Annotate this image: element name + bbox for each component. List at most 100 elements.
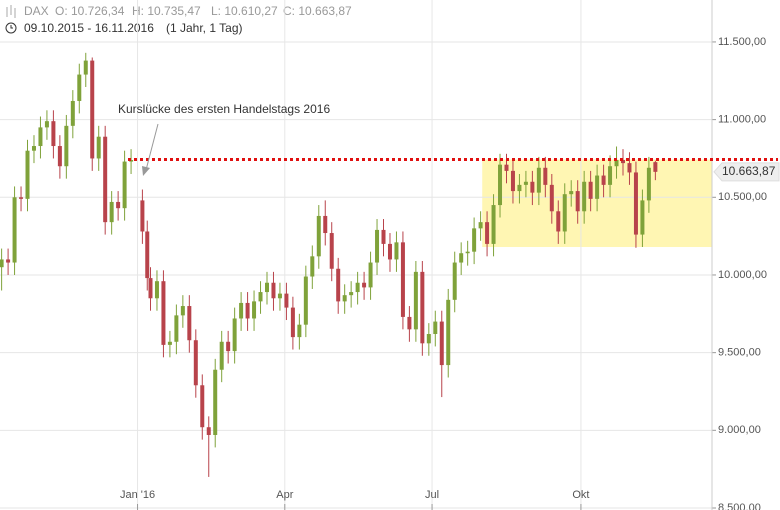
candle-body — [608, 166, 613, 185]
candle-body — [245, 302, 250, 319]
candle-body — [6, 259, 11, 263]
candle-body — [627, 163, 632, 173]
candle-body — [342, 295, 347, 302]
candle-body — [355, 282, 360, 293]
candle-body — [140, 200, 145, 232]
candle-body — [459, 253, 464, 263]
candle-body — [103, 136, 108, 223]
candle-body — [145, 231, 150, 279]
candle-body — [530, 181, 535, 193]
candle-body — [219, 341, 224, 370]
symbol: DAX — [24, 4, 49, 18]
clock-icon — [5, 22, 17, 34]
candle-body — [569, 191, 574, 195]
candle-body — [575, 191, 580, 212]
candle-body — [375, 229, 380, 263]
candle-body — [523, 181, 528, 185]
candle-body — [517, 184, 522, 192]
y-tick-label: 9.000,00 — [718, 424, 761, 436]
candle-body — [70, 100, 75, 126]
y-tick-label: 10.000,00 — [718, 269, 767, 281]
candle-body — [200, 385, 205, 428]
candle-body — [83, 60, 88, 75]
candle-body — [498, 164, 503, 206]
candle-body — [0, 259, 4, 268]
candle-body — [271, 282, 276, 299]
annotation: Kurslücke des ersten Handelstags 2016 — [118, 102, 330, 116]
candle-body — [148, 278, 153, 299]
plot — [0, 0, 712, 509]
candle-body — [213, 369, 218, 435]
candle-body — [543, 167, 548, 185]
y-tick-label: 9.500,00 — [718, 347, 761, 359]
candle-body — [57, 146, 62, 167]
x-tick-label: Jul — [425, 489, 439, 501]
candle-body — [297, 324, 302, 338]
candle-body — [265, 282, 269, 293]
candle-body — [614, 160, 619, 167]
candle-body — [226, 341, 231, 352]
candle-body — [284, 293, 289, 308]
candle-body — [19, 197, 24, 199]
candle-body — [407, 316, 412, 330]
candle-body — [582, 181, 587, 212]
annotation-arrow — [145, 123, 159, 171]
high-text: H: 10.735,47 — [132, 4, 201, 18]
candle-body — [504, 164, 509, 171]
candle-body — [290, 307, 295, 338]
candle-body — [154, 281, 159, 299]
candle-body — [510, 170, 515, 192]
candle-body — [180, 306, 185, 316]
candle-body — [362, 282, 367, 288]
candle-body — [12, 197, 17, 263]
candle-body — [646, 167, 651, 201]
candle-body — [381, 229, 386, 244]
candle-body — [465, 251, 470, 254]
last-price-label: 10.663,87 — [722, 164, 776, 178]
last-price-box — [713, 162, 780, 182]
candle-body — [413, 271, 418, 330]
candle-body — [90, 60, 95, 159]
candle-body — [51, 121, 56, 147]
span: (1 Jahr, 1 Tag) — [166, 21, 243, 35]
candle-body — [116, 201, 121, 209]
open-text: O: 10.726,34 — [55, 4, 125, 18]
candle-body — [239, 302, 244, 319]
candle-body — [426, 334, 431, 344]
candle-body — [44, 121, 49, 128]
candle-body — [601, 175, 606, 185]
x-tick-label: Apr — [276, 489, 293, 501]
candle-body — [485, 222, 490, 244]
candle-body — [387, 243, 392, 260]
candle-body — [174, 315, 179, 342]
candle-body — [96, 136, 101, 159]
candle-body — [316, 215, 321, 257]
candle-body — [329, 233, 334, 269]
candle-body — [556, 211, 561, 232]
candle-body — [129, 160, 134, 162]
candle-body — [122, 161, 127, 209]
header-icon — [6, 5, 16, 18]
candle-body — [549, 184, 554, 212]
candle-body — [621, 160, 625, 164]
candle-body — [64, 125, 69, 167]
candle-body — [232, 318, 237, 352]
candle-body — [562, 194, 567, 232]
candle-body — [478, 222, 483, 229]
candle-body — [588, 181, 593, 199]
candle-body — [25, 150, 30, 199]
candle-body — [258, 292, 263, 302]
candle-body — [303, 276, 308, 325]
candle-body — [653, 162, 658, 172]
candle-body — [109, 201, 114, 223]
candle-body — [336, 268, 341, 302]
period: 09.10.2015 - 16.11.2016 — [24, 21, 154, 35]
candle-body — [433, 321, 438, 335]
candle-body — [349, 292, 354, 296]
candle-body — [472, 228, 477, 252]
y-tick-label: 11.000,00 — [718, 114, 766, 126]
candle-body — [38, 127, 43, 147]
candle-body — [633, 172, 638, 235]
